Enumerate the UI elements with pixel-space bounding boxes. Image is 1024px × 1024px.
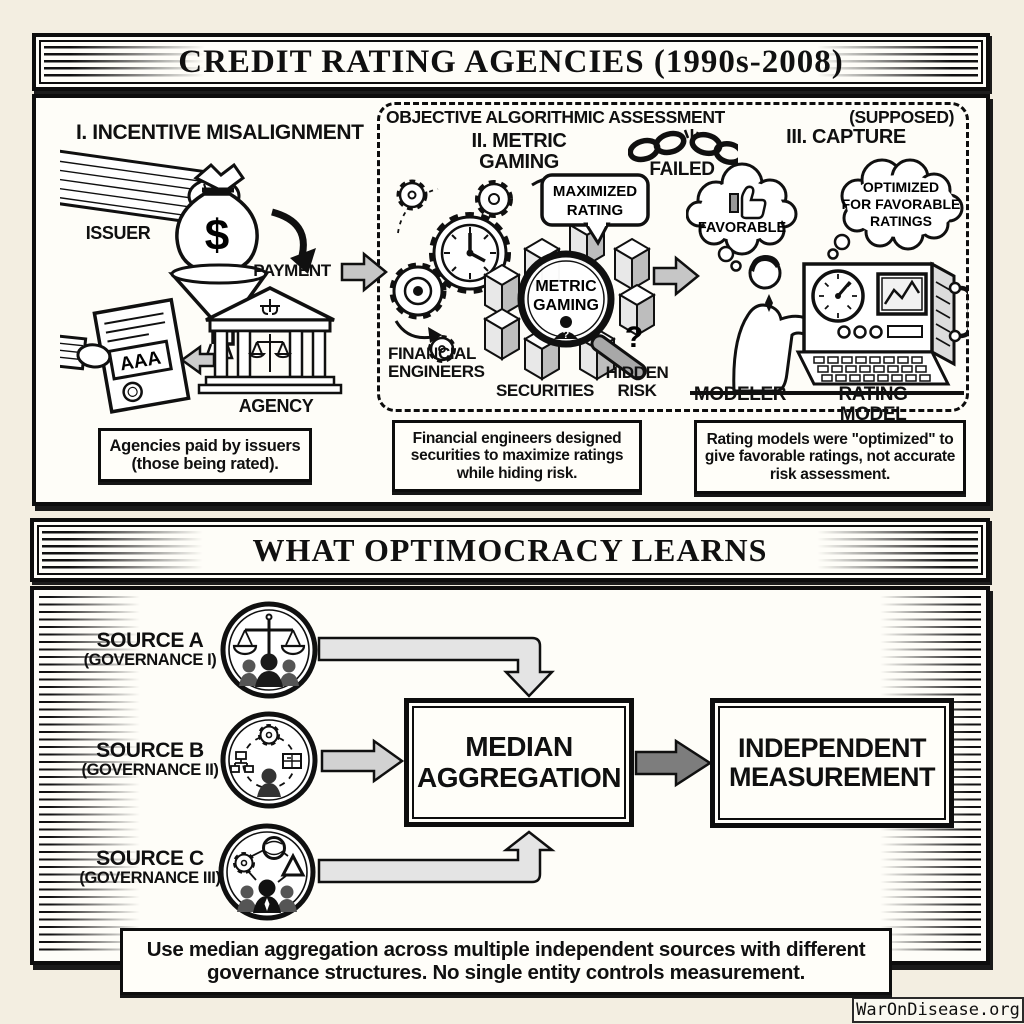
financial-engineers-label: FINANCIAL ENGINEERS (388, 345, 488, 381)
top-panel: I. INCENTIVE MISALIGNMENT $ (32, 94, 990, 506)
hatch-decoration-left (39, 596, 151, 955)
section2-caption: Financial engineers designed securities … (392, 420, 642, 492)
bottom-panel-title: WHAT OPTIMOCRACY LEARNS (252, 531, 768, 568)
hatch-decoration-left (44, 46, 219, 78)
bubble-text-2: RATING (567, 202, 623, 219)
source-b-governance: (GOVERNANCE II) (81, 761, 219, 780)
rating-model-label: RATING MODEL (838, 384, 908, 425)
money-bag-icon: $ (175, 162, 259, 274)
median-line1: MEDIAN (465, 731, 573, 763)
aaa-document-icon: AAA (92, 297, 191, 414)
failed-label: FAILED (649, 159, 715, 180)
source-a-icon (220, 601, 318, 699)
source-b-label: SOURCE B (GOVERNANCE II) (70, 739, 230, 780)
independent-line2: MEASUREMENT (728, 762, 936, 792)
broken-chain-icon (628, 129, 738, 166)
metric-gaming-lens-icon: METRIC GAMING ? (517, 250, 647, 381)
hidden-risk-label: HIDDEN RISK (594, 364, 680, 400)
lens-text-2: GAMING (533, 297, 599, 314)
hidden-line2: RISK (617, 380, 657, 400)
receiver-hand-icon (60, 333, 112, 371)
source-c-governance: (GOVERNANCE III) (79, 869, 221, 888)
executives-icon (237, 879, 297, 913)
lens-text-1: METRIC (535, 278, 597, 295)
median-aggregation-box: MEDIAN AGGREGATION (404, 698, 634, 827)
optimized-cloud-icon: OPTIMIZED FOR FAVORABLE RATINGS (827, 158, 964, 260)
capture-illustration: FAVORABLE OPTIMIZED FOR FAVORABLE RATING… (686, 158, 968, 395)
hatch-decoration-left (42, 531, 217, 569)
bottom-caption: Use median aggregation across multiple i… (120, 928, 892, 995)
dollar-sign: $ (205, 211, 229, 260)
gears-icon (389, 177, 574, 363)
hatch-decoration-right (803, 531, 978, 569)
source-c-label: SOURCE C (GOVERNANCE III) (70, 847, 230, 888)
watermark: WarOnDisease.org (852, 997, 1024, 1023)
objective-assessment-dashed-box (377, 102, 969, 412)
bottom-title-banner: WHAT OPTIMOCRACY LEARNS (30, 518, 990, 582)
source-a-name: SOURCE A (96, 629, 204, 652)
modeler-label: MODELER (693, 384, 787, 405)
org-chart-icon (230, 751, 254, 773)
plan-grid-icon (282, 753, 302, 769)
agency-label: AGENCY (238, 396, 314, 416)
top-panel-title: CREDIT RATING AGENCIES (1990s-2008) (178, 43, 844, 80)
lens-figure-question: ? (563, 329, 570, 341)
financial-line2: ENGINEERS (388, 361, 485, 381)
section2-heading: II. METRIC GAMING (471, 130, 567, 173)
objective-assessment-label: OBJECTIVE ALGORITHMIC ASSESSMENT (386, 107, 725, 127)
network-shapes-icon (233, 836, 306, 883)
incentive-illustration: $ (60, 149, 343, 414)
supposed-label: (SUPPOSED) (849, 107, 954, 127)
arrow-section1-to-2 (340, 251, 388, 293)
favorable-text: FAVORABLE (698, 220, 787, 236)
metric-gaming-illustration: METRIC GAMING ? MAXIMIZED RATING ? (389, 173, 656, 381)
supposed-line: OBJECTIVE ALGORITHMIC ASSESSMENT (SUPPOS… (386, 107, 962, 127)
section3-heading: III. CAPTURE (786, 126, 906, 148)
arrow-median-to-independent (634, 738, 713, 788)
aggregation-arrows (317, 636, 713, 884)
source-b-icon (220, 711, 318, 809)
payment-curved-arrow-icon (271, 208, 316, 274)
financial-line1: FINANCIAL (388, 344, 476, 363)
rating-machine-icon (690, 261, 968, 395)
source-c-name: SOURCE C (96, 847, 204, 870)
cloud-text-2: FOR FAVORABLE (842, 196, 961, 212)
source-a-label: SOURCE A (GOVERNANCE I) (70, 629, 230, 670)
independent-measurement-box: INDEPENDENT MEASUREMENT (710, 698, 954, 828)
arrow-source-b (320, 738, 405, 784)
gear-icon (258, 724, 280, 746)
payment-label: PAYMENT (253, 261, 331, 280)
cloud-text-3: RATINGS (870, 213, 932, 229)
source-c-icon (218, 823, 316, 921)
arrow-section2-to-3 (652, 255, 700, 297)
section3-caption: Rating models were "optimized" to give f… (694, 420, 966, 494)
scales-icon (232, 613, 306, 656)
issuer-label: ISSUER (85, 223, 151, 243)
cloud-text-1: OPTIMIZED (863, 179, 939, 195)
arrow-source-c (317, 830, 556, 884)
clock-gear-icon (429, 212, 511, 294)
rating-arrow-icon (179, 344, 216, 376)
securities-label: SECURITIES (495, 381, 595, 400)
source-a-governance: (GOVERNANCE I) (83, 651, 217, 670)
maximized-rating-bubble: MAXIMIZED RATING (540, 173, 650, 246)
section1-heading: I. INCENTIVE MISALIGNMENT (76, 121, 364, 144)
bottom-panel: SOURCE A (GOVERNANCE I) SOURCE B (GOVERN… (30, 586, 990, 965)
arrow-source-a (317, 636, 555, 698)
top-title-banner: CREDIT RATING AGENCIES (1990s-2008) (32, 33, 990, 91)
agency-bank-icon (197, 286, 343, 395)
bubble-text-1: MAXIMIZED (553, 183, 637, 200)
person-icon (257, 768, 281, 797)
section1-caption: Agencies paid by issuers (those being ra… (98, 428, 312, 482)
median-line2: AGGREGATION (417, 761, 621, 793)
favorable-bubble-icon: FAVORABLE (686, 162, 798, 272)
independent-line1: INDEPENDENT (737, 732, 927, 763)
people-icon (239, 653, 299, 687)
source-b-name: SOURCE B (96, 739, 204, 762)
hatch-decoration-right (803, 46, 978, 78)
hidden-risk-question-mark: ? (625, 321, 643, 354)
hidden-line1: HIDDEN (605, 363, 669, 382)
